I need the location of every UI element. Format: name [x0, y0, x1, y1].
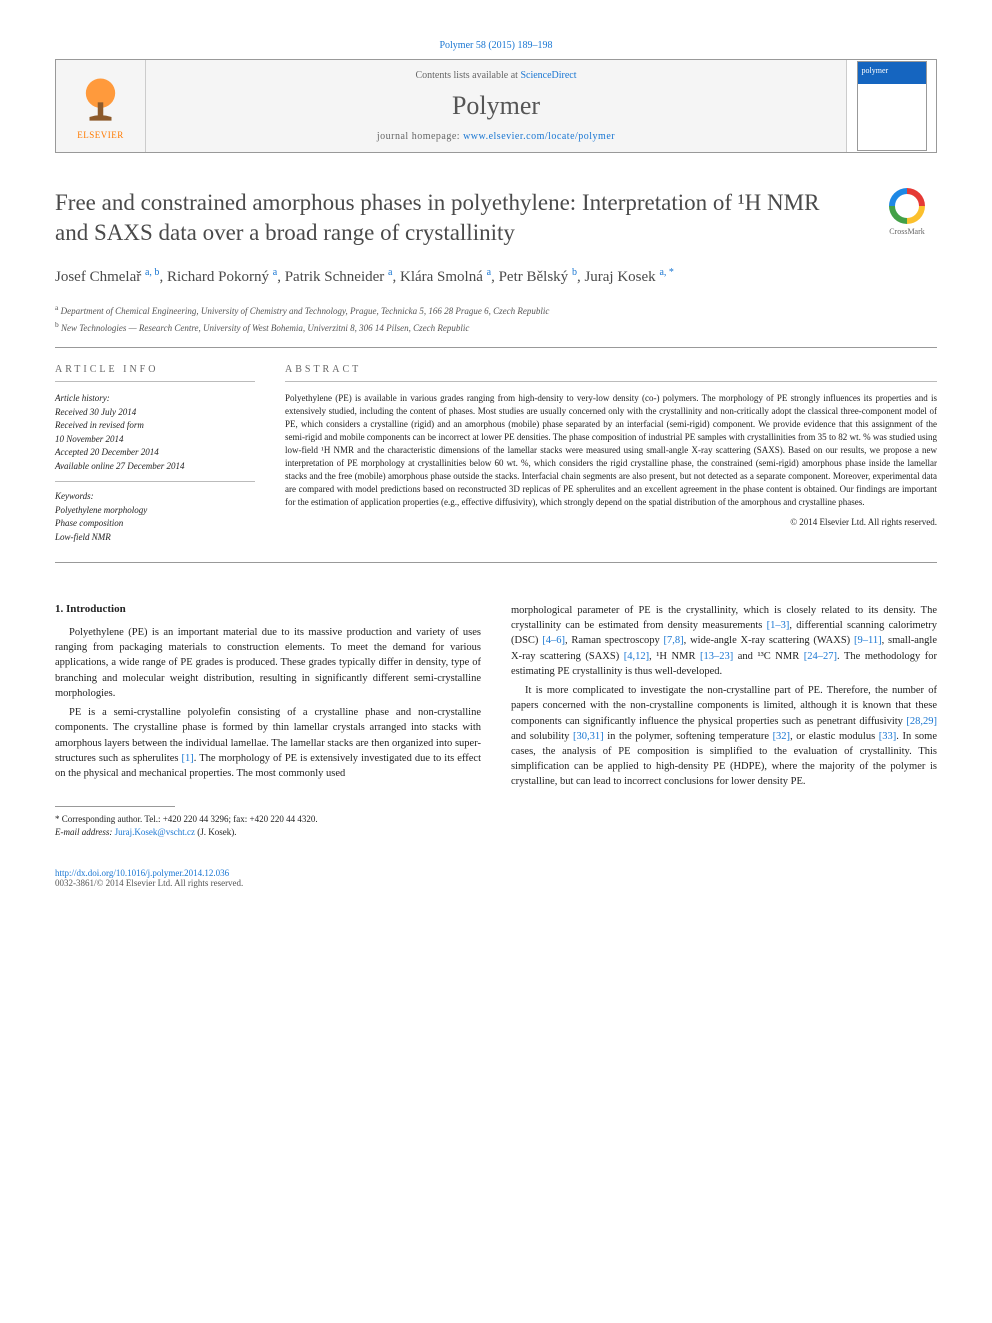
ref-link[interactable]: [13–23] — [700, 651, 733, 662]
journal-header: ELSEVIER Contents lists available at Sci… — [55, 59, 937, 153]
sciencedirect-link[interactable]: ScienceDirect — [520, 70, 576, 81]
keyword-item: Low-field NMR — [55, 532, 111, 542]
elsevier-tree-icon — [73, 73, 128, 128]
keywords: Keywords: Polyethylene morphology Phase … — [55, 490, 255, 544]
abstract-text: Polyethylene (PE) is available in variou… — [285, 392, 937, 509]
authors-line: Josef Chmelař a, b, Richard Pokorný a, P… — [55, 266, 937, 288]
text-run: It is more complicated to investigate th… — [511, 685, 937, 726]
ref-link[interactable]: [32] — [773, 731, 791, 742]
text-run: and ¹³C NMR — [733, 651, 804, 662]
history-item: Available online 27 December 2014 — [55, 461, 184, 471]
ref-link[interactable]: [4–6] — [542, 635, 565, 646]
citation-line: Polymer 58 (2015) 189–198 — [55, 40, 937, 51]
article-history: Article history: Received 30 July 2014 R… — [55, 392, 255, 482]
contents-prefix: Contents lists available at — [415, 70, 520, 81]
abstract-heading: ABSTRACT — [285, 364, 937, 382]
ref-link[interactable]: [4,12] — [624, 651, 649, 662]
contents-line: Contents lists available at ScienceDirec… — [166, 70, 826, 81]
email-suffix: (J. Kosek). — [195, 827, 237, 837]
article-info-heading: ARTICLE INFO — [55, 364, 255, 382]
abstract-column: ABSTRACT Polyethylene (PE) is available … — [285, 364, 937, 544]
ref-link[interactable]: [33] — [879, 731, 897, 742]
body-paragraph: PE is a semi-crystalline polyolefin cons… — [55, 705, 481, 781]
affiliation-b: New Technologies — Research Centre, Univ… — [61, 323, 469, 333]
journal-cover — [846, 60, 936, 152]
ref-link[interactable]: [1] — [182, 753, 194, 764]
ref-link[interactable]: [30,31] — [573, 731, 604, 742]
journal-title: Polymer — [166, 91, 826, 121]
text-run: , ¹H NMR — [649, 651, 700, 662]
abstract-copyright: © 2014 Elsevier Ltd. All rights reserved… — [285, 517, 937, 527]
doi-link[interactable]: http://dx.doi.org/10.1016/j.polymer.2014… — [55, 868, 229, 878]
crossmark-badge[interactable]: CrossMark — [877, 188, 937, 248]
ref-link[interactable]: [28,29] — [906, 716, 937, 727]
email-label: E-mail address: — [55, 827, 115, 837]
history-item: Received 30 July 2014 — [55, 407, 136, 417]
left-column: 1. Introduction Polyethylene (PE) is an … — [55, 603, 481, 838]
page-footer: http://dx.doi.org/10.1016/j.polymer.2014… — [55, 868, 937, 888]
keywords-label: Keywords: — [55, 490, 255, 504]
body-columns: 1. Introduction Polyethylene (PE) is an … — [55, 603, 937, 838]
text-run: , Raman spectroscopy — [565, 635, 664, 646]
right-column: morphological parameter of PE is the cry… — [511, 603, 937, 838]
ref-link[interactable]: [1–3] — [767, 620, 790, 631]
ref-link[interactable]: [7,8] — [664, 635, 684, 646]
history-label: Article history: — [55, 392, 255, 406]
crossmark-label: CrossMark — [889, 227, 925, 236]
section-heading: 1. Introduction — [55, 603, 481, 615]
homepage-link[interactable]: www.elsevier.com/locate/polymer — [463, 131, 615, 142]
ref-link[interactable]: [24–27] — [804, 651, 837, 662]
article-title: Free and constrained amorphous phases in… — [55, 188, 857, 248]
body-paragraph: Polyethylene (PE) is an important materi… — [55, 625, 481, 701]
footnotes: * Corresponding author. Tel.: +420 220 4… — [55, 813, 481, 838]
cover-thumbnail — [857, 61, 927, 151]
body-paragraph: It is more complicated to investigate th… — [511, 683, 937, 790]
author-email-link[interactable]: Juraj.Kosek@vscht.cz — [115, 827, 195, 837]
homepage-line: journal homepage: www.elsevier.com/locat… — [166, 131, 826, 142]
ref-link[interactable]: [9–11] — [854, 635, 882, 646]
issn-line: 0032-3861/© 2014 Elsevier Ltd. All right… — [55, 878, 243, 888]
history-item: Accepted 20 December 2014 — [55, 447, 159, 457]
text-run: in the polymer, softening temperature — [604, 731, 773, 742]
text-run: , wide-angle X-ray scattering (WAXS) — [684, 635, 854, 646]
keyword-item: Polyethylene morphology — [55, 505, 147, 515]
elsevier-label: ELSEVIER — [77, 130, 124, 140]
body-paragraph: morphological parameter of PE is the cry… — [511, 603, 937, 679]
history-item: Received in revised form — [55, 420, 144, 430]
crossmark-icon — [889, 188, 925, 224]
affiliations: a Department of Chemical Engineering, Un… — [55, 302, 937, 348]
text-run: , or elastic modulus — [790, 731, 879, 742]
history-item: 10 November 2014 — [55, 434, 124, 444]
keyword-item: Phase composition — [55, 518, 123, 528]
elsevier-logo: ELSEVIER — [56, 60, 146, 152]
affiliation-a: Department of Chemical Engineering, Univ… — [61, 306, 550, 316]
article-info: ARTICLE INFO Article history: Received 3… — [55, 364, 255, 544]
text-run: and solubility — [511, 731, 573, 742]
corresponding-author: * Corresponding author. Tel.: +420 220 4… — [55, 813, 481, 826]
homepage-prefix: journal homepage: — [377, 131, 463, 142]
